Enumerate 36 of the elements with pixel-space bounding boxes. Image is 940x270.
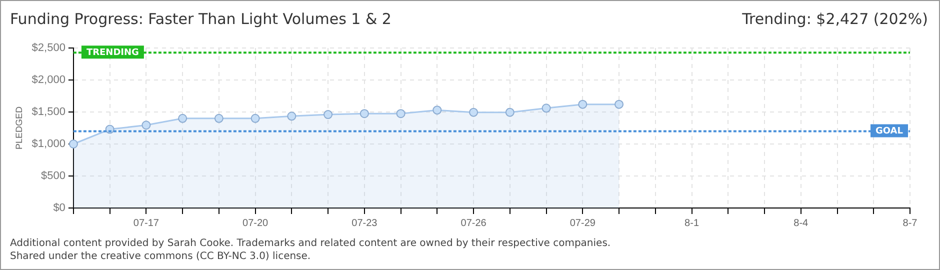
point (324, 110, 333, 120)
point (250, 114, 260, 123)
point (214, 114, 224, 123)
point (360, 109, 369, 118)
point (142, 120, 151, 130)
text: Additional content provided by Sarah Cooke. Trademarks and related content are owned by their respective companies. (10, 237, 611, 250)
point (432, 106, 442, 115)
point (614, 100, 624, 109)
point (68, 140, 78, 148)
point (542, 104, 551, 113)
ref-line-label: GOAL (876, 126, 904, 137)
x-tick-label: 07-20 (242, 218, 269, 229)
point (505, 108, 514, 117)
x-tick-label: 07-17 (133, 218, 160, 229)
point (178, 114, 188, 123)
x-tick-label: 8-7 (902, 218, 918, 229)
y-axis-title: PLEDGED (14, 106, 24, 150)
chart-title: Funding Progress: Faster Than Light Volumes 1 & 2 (10, 10, 392, 28)
y-tick-label: $500 (40, 170, 66, 182)
point (469, 108, 478, 117)
x-tick-label: 8-4 (794, 218, 809, 229)
text: Trending: $2,427 (202%) (742, 10, 928, 28)
y-tick-label: $2,000 (32, 74, 66, 86)
point (396, 109, 406, 118)
point (287, 112, 296, 121)
y-tick-label: $2,500 (32, 42, 66, 54)
x-tick-label: 07-26 (460, 218, 487, 229)
y-tick-label: $1,500 (32, 106, 66, 118)
y-tick-label: $0 (53, 202, 66, 214)
y-tick-label: $1,000 (32, 138, 66, 150)
x-tick-label: 07-29 (570, 218, 596, 229)
x-tick-label: 07-23 (352, 218, 378, 229)
point (578, 100, 588, 109)
ref-line-label: TRENDING (86, 48, 139, 58)
text: Shared under the creative commons (CC BY-NC 3.0) license. (10, 250, 312, 263)
x-tick-label: 8-1 (684, 218, 700, 229)
